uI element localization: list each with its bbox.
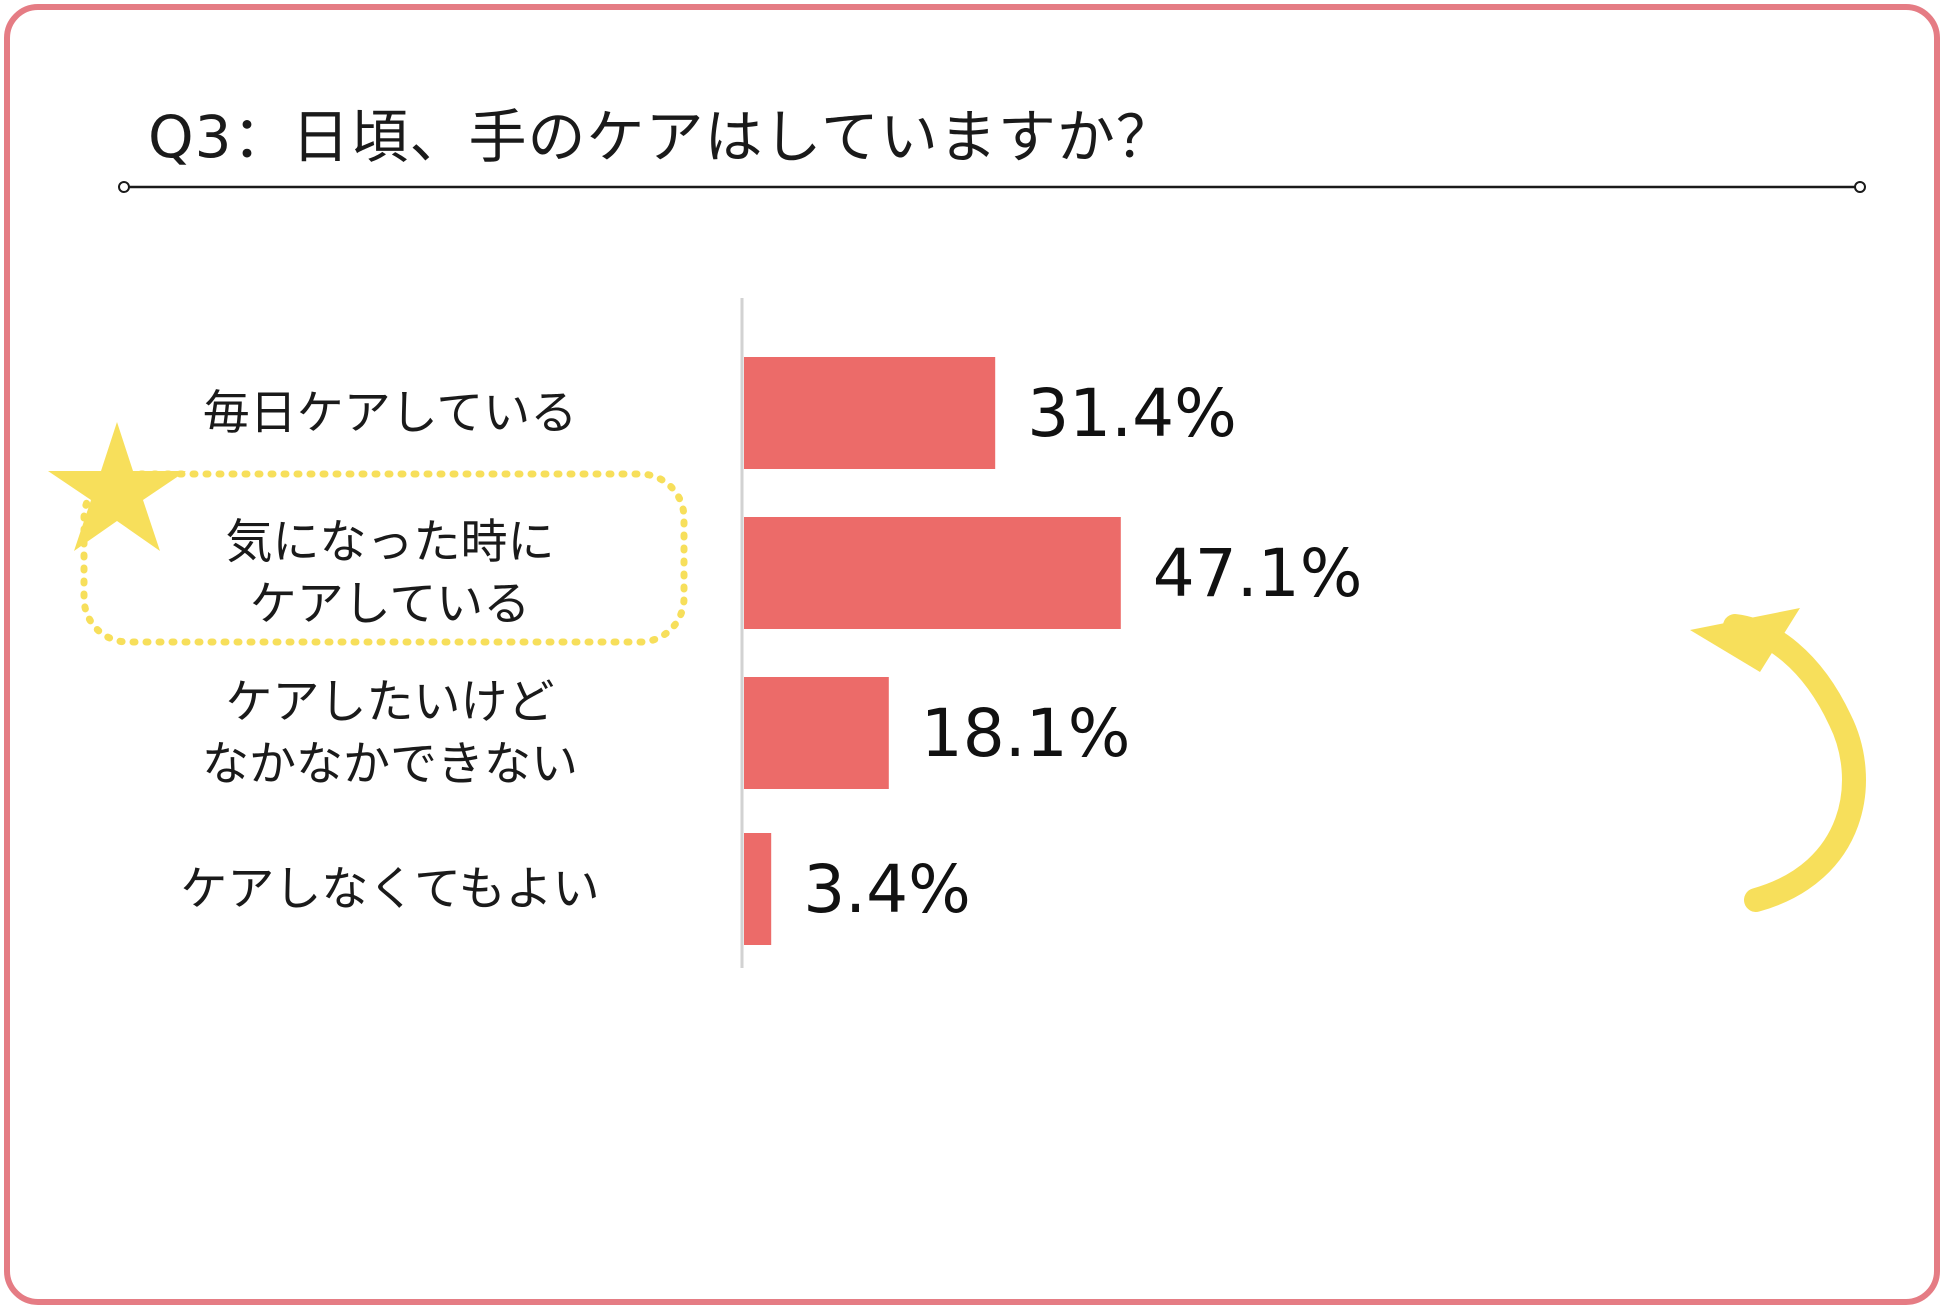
category-label-1-line-0: 気になった時に xyxy=(226,515,555,570)
value-labels: 31.4% 47.1% 18.1% 3.4% xyxy=(803,375,1362,928)
category-labels: 毎日ケアしている気になった時にケアしているケアしたいけどなかなかできないケアしな… xyxy=(180,386,599,917)
category-label-0-line-0: 毎日ケアしている xyxy=(203,386,578,441)
value-label-1: 47.1% xyxy=(1153,535,1363,612)
bar-2 xyxy=(744,677,889,789)
category-label-2-line-1: なかなかできない xyxy=(202,737,578,792)
value-label-0: 31.4% xyxy=(1027,375,1237,452)
curved-arrow-icon xyxy=(1690,608,1866,912)
highlight-box xyxy=(80,470,688,646)
question-title: Q3：日頃、手のケアはしていますか？ xyxy=(148,103,1175,171)
category-label-3-line-0: ケアしなくてもよい xyxy=(180,862,599,917)
bar-3 xyxy=(744,833,772,945)
bar-1 xyxy=(744,517,1121,629)
card-frame xyxy=(4,4,1940,1305)
value-label-2: 18.1% xyxy=(921,695,1131,772)
bars-group xyxy=(744,357,1121,945)
bar-0 xyxy=(744,357,996,469)
category-label-2-line-0: ケアしたいけど xyxy=(226,675,555,730)
star-icon xyxy=(48,422,186,551)
category-label-1-line-1: ケアしている xyxy=(250,577,531,632)
value-label-3: 3.4% xyxy=(803,851,971,928)
title-underline xyxy=(118,181,1866,193)
